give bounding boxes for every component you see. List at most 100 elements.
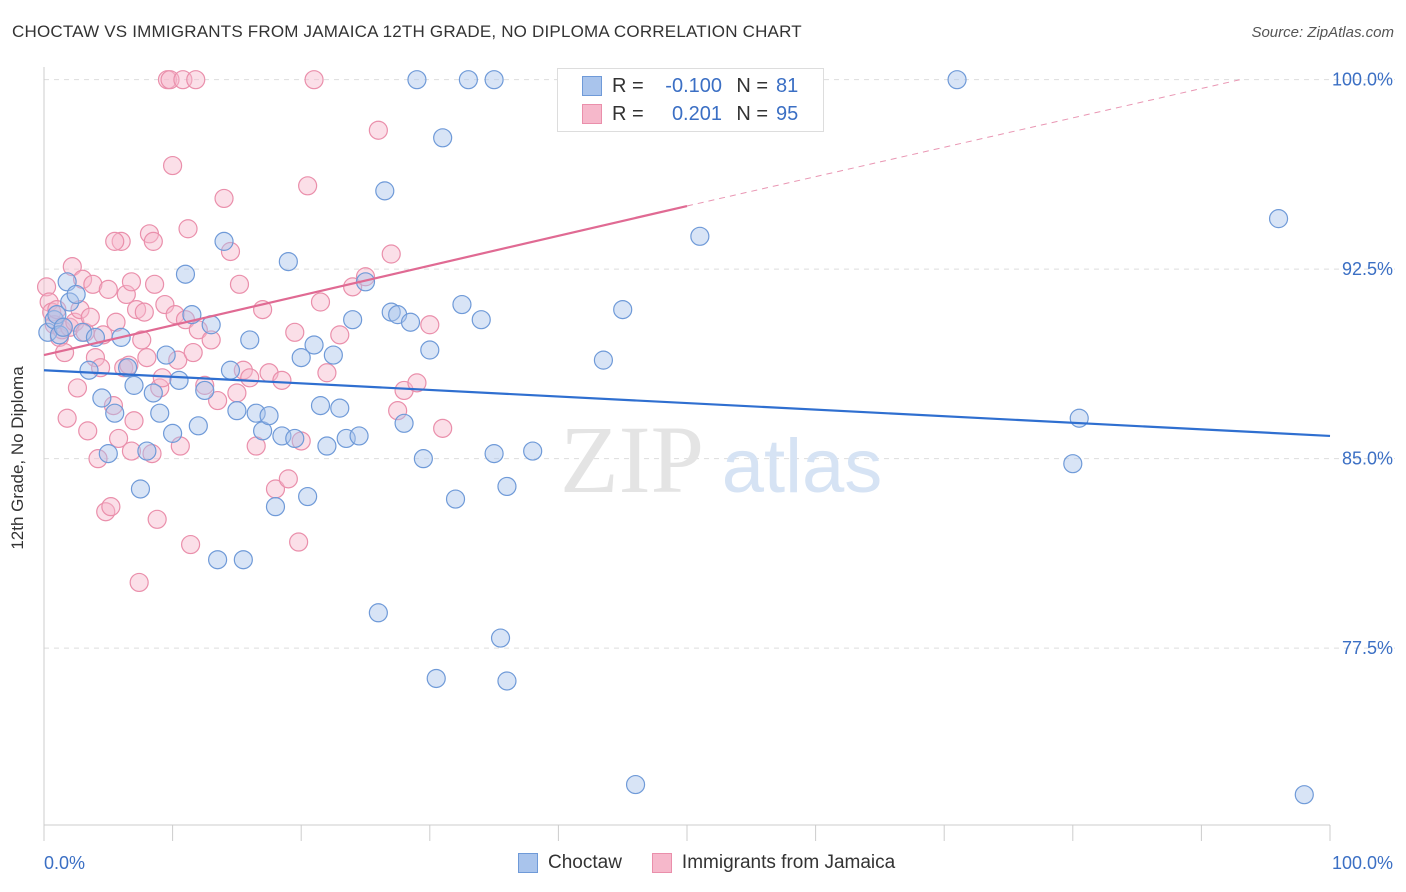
jamaica-point — [121, 272, 142, 292]
choctaw-point — [188, 416, 208, 436]
jamaica-point — [42, 302, 62, 322]
choctaw-point — [330, 398, 350, 418]
legend-label-choctaw: Choctaw — [548, 852, 622, 873]
choctaw-point — [117, 358, 138, 378]
choctaw-point — [60, 292, 80, 312]
choctaw-point — [613, 299, 633, 320]
stats-row-choctaw: R = -0.100 N = 81 — [582, 73, 798, 99]
jamaica-point — [88, 449, 108, 469]
jamaica-point — [433, 418, 453, 438]
tick-labels: 77.5% 85.0% 92.5% 100.0% 0.0% 100.0% — [44, 70, 1393, 873]
n-label: N = — [736, 102, 768, 125]
series-choctaw — [38, 70, 1314, 805]
choctaw-point — [227, 401, 247, 421]
choctaw-point — [394, 413, 414, 433]
jamaica-point — [78, 421, 98, 441]
jamaica-point — [147, 509, 167, 529]
jamaica-point — [155, 294, 175, 315]
jamaica-point — [85, 347, 106, 368]
choctaw-point — [593, 350, 614, 370]
jamaica-point — [195, 375, 215, 395]
choctaw-point — [490, 628, 511, 648]
jamaica-point — [289, 532, 309, 552]
jamaica-point — [168, 350, 188, 370]
jamaica-point — [124, 411, 144, 431]
choctaw-point — [523, 441, 543, 461]
jamaica-point — [178, 219, 198, 239]
y-tick-label: 100.0% — [1332, 70, 1393, 90]
jamaica-point — [137, 347, 157, 368]
legend-item-jamaica[interactable]: Immigrants from Jamaica — [651, 852, 895, 874]
choctaw-point — [445, 489, 466, 509]
jamaica-point — [272, 370, 292, 390]
jamaica-point — [381, 244, 401, 264]
choctaw-point — [240, 330, 260, 350]
source-label: Source: ZipAtlas.com — [1251, 24, 1394, 41]
choctaw-point — [47, 305, 67, 325]
jamaica-point — [62, 257, 82, 277]
choctaw-point — [259, 406, 279, 426]
y-tick-label: 85.0% — [1342, 449, 1393, 469]
jamaica-point — [70, 299, 90, 320]
watermark-atlas: atlas — [722, 424, 883, 509]
choctaw-point — [220, 360, 241, 380]
n-value: 81 — [776, 74, 799, 97]
chart-title: CHOCTAW VS IMMIGRANTS FROM JAMAICA 12TH … — [12, 22, 802, 41]
jamaica-point — [101, 497, 121, 517]
jamaica-point — [80, 307, 100, 327]
choctaw-point — [323, 345, 343, 365]
choctaw-point — [278, 251, 298, 272]
choctaw-point — [375, 181, 395, 201]
jamaica-point — [407, 373, 427, 393]
choctaw-point — [497, 671, 517, 691]
jamaica-point — [83, 274, 103, 294]
jamaica-trend-line — [43, 204, 688, 357]
r-value: -0.100 — [665, 74, 722, 97]
jamaica-point — [121, 441, 142, 461]
jamaica-swatch — [582, 104, 602, 124]
choctaw-point — [458, 70, 478, 90]
jamaica-point — [143, 231, 163, 251]
choctaw-point — [349, 426, 369, 446]
jamaica-point — [183, 342, 203, 363]
choctaw-point — [38, 322, 58, 342]
choctaw-point — [175, 264, 196, 284]
jamaica-point — [144, 274, 165, 294]
choctaw-point — [208, 550, 228, 570]
series-jamaica — [36, 70, 453, 593]
axes-layer — [43, 67, 1331, 841]
watermark: ZIP atlas — [560, 406, 882, 513]
choctaw-point — [471, 310, 491, 330]
jamaica-legend-swatch — [651, 853, 672, 873]
x-tick-label: 100.0% — [1332, 853, 1393, 873]
jamaica-point — [105, 231, 125, 251]
choctaw-point — [156, 345, 176, 365]
jamaica-point — [368, 120, 388, 140]
legend-item-choctaw[interactable]: Choctaw — [518, 852, 622, 874]
jamaica-point — [278, 469, 298, 489]
choctaw-point — [343, 310, 363, 330]
choctaw-point — [265, 497, 286, 517]
choctaw-point — [130, 479, 151, 499]
choctaw-point — [66, 284, 86, 305]
jamaica-point — [317, 363, 337, 383]
jamaica-point — [420, 315, 440, 335]
jamaica-point — [142, 444, 162, 464]
jamaica-point — [229, 274, 250, 294]
choctaw-point — [291, 347, 311, 368]
jamaica-point — [129, 572, 149, 593]
choctaw-point — [947, 70, 967, 90]
y-tick-label: 77.5% — [1342, 638, 1393, 658]
jamaica-point — [163, 155, 183, 176]
jamaica-point — [220, 241, 241, 262]
choctaw-point — [317, 436, 337, 456]
jamaica-point — [181, 534, 201, 555]
choctaw-point — [92, 388, 112, 408]
jamaica-point — [132, 330, 152, 350]
choctaw-point — [1069, 408, 1089, 428]
jamaica-point — [298, 176, 318, 196]
choctaw-point — [304, 335, 324, 355]
choctaw-point — [310, 396, 331, 416]
choctaw-point — [400, 312, 421, 332]
choctaw-swatch — [582, 76, 602, 96]
